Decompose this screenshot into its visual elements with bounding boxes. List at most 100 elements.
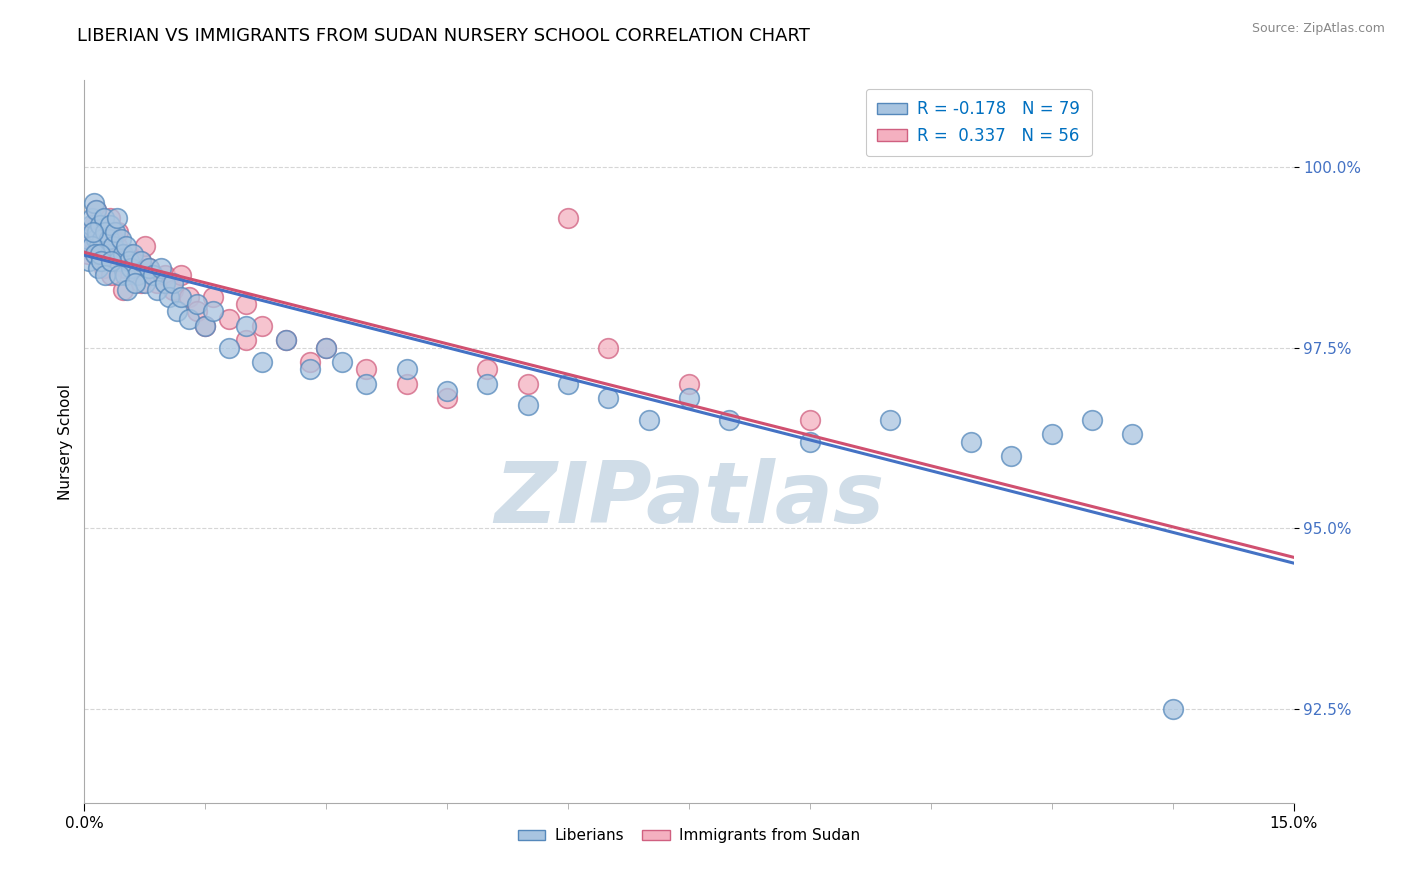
Point bbox=[93, 232, 115, 246]
Point bbox=[96, 246, 118, 260]
Point bbox=[146, 276, 169, 290]
Point bbox=[100, 268, 122, 283]
Point bbox=[166, 304, 188, 318]
Point bbox=[86, 203, 108, 218]
Point bbox=[315, 341, 337, 355]
Point bbox=[80, 218, 103, 232]
Point bbox=[960, 434, 983, 449]
Point bbox=[115, 239, 138, 253]
Point bbox=[120, 261, 142, 276]
Point bbox=[330, 355, 353, 369]
Point bbox=[516, 399, 538, 413]
Point bbox=[235, 297, 257, 311]
Point bbox=[105, 239, 128, 253]
Point bbox=[83, 246, 105, 260]
Point bbox=[186, 304, 208, 318]
Text: Source: ZipAtlas.com: Source: ZipAtlas.com bbox=[1251, 22, 1385, 36]
Point bbox=[194, 318, 217, 333]
Point bbox=[678, 391, 700, 405]
Point bbox=[77, 254, 100, 268]
Legend: Liberians, Immigrants from Sudan: Liberians, Immigrants from Sudan bbox=[512, 822, 866, 849]
Point bbox=[179, 311, 201, 326]
Point bbox=[93, 261, 115, 276]
Point bbox=[235, 318, 257, 333]
Point bbox=[1081, 413, 1104, 427]
Point bbox=[86, 225, 108, 239]
Point bbox=[202, 304, 225, 318]
Point bbox=[235, 334, 257, 348]
Y-axis label: Nursery School: Nursery School bbox=[58, 384, 73, 500]
Point bbox=[299, 362, 322, 376]
Point bbox=[86, 203, 108, 218]
Point bbox=[105, 211, 128, 225]
Point bbox=[87, 225, 110, 239]
Point bbox=[250, 318, 273, 333]
Point bbox=[77, 232, 100, 246]
Point bbox=[108, 268, 131, 283]
Point bbox=[107, 254, 129, 268]
Point bbox=[1121, 427, 1143, 442]
Point bbox=[112, 283, 135, 297]
Point bbox=[134, 276, 156, 290]
Point bbox=[82, 225, 104, 239]
Point bbox=[83, 196, 105, 211]
Point bbox=[118, 254, 141, 268]
Point bbox=[149, 261, 172, 276]
Point bbox=[395, 376, 418, 391]
Point bbox=[142, 268, 165, 283]
Point bbox=[91, 232, 114, 246]
Point bbox=[121, 254, 143, 268]
Point bbox=[89, 239, 111, 253]
Point bbox=[170, 268, 193, 283]
Point bbox=[678, 376, 700, 391]
Point bbox=[138, 261, 160, 276]
Point bbox=[100, 254, 122, 268]
Point bbox=[516, 376, 538, 391]
Point bbox=[598, 341, 620, 355]
Point bbox=[96, 246, 118, 260]
Point bbox=[718, 413, 741, 427]
Point bbox=[274, 334, 297, 348]
Point bbox=[80, 232, 103, 246]
Point bbox=[194, 318, 217, 333]
Point bbox=[87, 239, 110, 253]
Point bbox=[125, 268, 148, 283]
Point bbox=[250, 355, 273, 369]
Point bbox=[86, 218, 108, 232]
Point bbox=[98, 218, 121, 232]
Point bbox=[436, 391, 458, 405]
Point bbox=[799, 434, 821, 449]
Point bbox=[186, 297, 208, 311]
Point bbox=[395, 362, 418, 376]
Point bbox=[104, 254, 127, 268]
Point bbox=[121, 246, 143, 260]
Point bbox=[80, 239, 103, 253]
Point bbox=[138, 261, 160, 276]
Point bbox=[153, 268, 176, 283]
Point bbox=[97, 232, 120, 246]
Point bbox=[93, 268, 115, 283]
Point bbox=[94, 225, 117, 239]
Point bbox=[82, 232, 104, 246]
Point bbox=[274, 334, 297, 348]
Point bbox=[114, 268, 136, 283]
Point bbox=[97, 225, 120, 239]
Point bbox=[637, 413, 659, 427]
Point bbox=[477, 362, 499, 376]
Point bbox=[218, 311, 240, 326]
Point bbox=[93, 211, 115, 225]
Point bbox=[129, 254, 152, 268]
Point bbox=[84, 232, 107, 246]
Point bbox=[157, 290, 180, 304]
Point bbox=[799, 413, 821, 427]
Point bbox=[125, 268, 148, 283]
Point bbox=[101, 232, 124, 246]
Point bbox=[129, 254, 152, 268]
Point bbox=[77, 246, 100, 260]
Point bbox=[118, 246, 141, 260]
Point bbox=[162, 283, 184, 297]
Point bbox=[110, 232, 132, 246]
Point bbox=[557, 376, 579, 391]
Point bbox=[598, 391, 620, 405]
Point bbox=[83, 218, 105, 232]
